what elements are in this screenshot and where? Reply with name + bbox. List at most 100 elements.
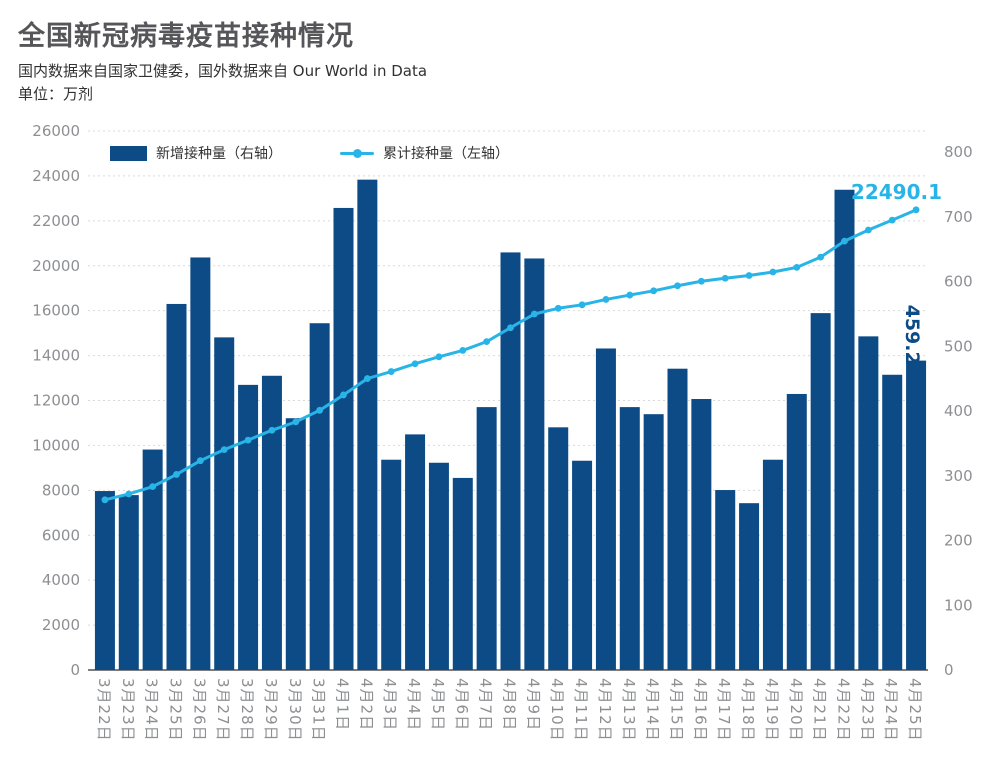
x-axis-label: 3月23日 <box>119 678 137 742</box>
left-axis-label: 16000 <box>32 302 80 320</box>
bar <box>762 459 783 670</box>
line-point <box>769 268 777 276</box>
x-axis-label: 3月30日 <box>286 678 304 742</box>
bar <box>906 360 927 670</box>
left-axis-label: 6000 <box>42 526 80 544</box>
left-axis-label: 2000 <box>42 616 80 634</box>
x-axis-label: 4月23日 <box>858 678 876 742</box>
line-point <box>483 338 491 346</box>
x-axis-label: 4月6日 <box>453 678 471 731</box>
bar <box>476 407 497 670</box>
line-point <box>101 496 109 504</box>
x-axis-label: 4月13日 <box>620 678 638 742</box>
bar <box>858 336 879 670</box>
line-point <box>530 310 538 318</box>
left-axis-label: 14000 <box>32 347 80 365</box>
line-point <box>697 277 705 285</box>
x-axis-label: 4月14日 <box>644 678 662 742</box>
bar <box>309 323 330 670</box>
chart-legend: 新增接种量（右轴） 累计接种量（左轴） <box>110 143 509 163</box>
bar <box>619 407 640 670</box>
line-end-annotation: 22490.1 <box>851 180 942 204</box>
x-axis-label: 3月22日 <box>95 678 113 742</box>
bar <box>739 503 760 670</box>
x-axis-label: 3月29日 <box>262 678 280 742</box>
right-axis-label: 500 <box>944 337 973 355</box>
line-point <box>268 426 276 434</box>
x-axis-label: 4月15日 <box>668 678 686 742</box>
x-axis-label: 3月31日 <box>310 678 328 742</box>
left-axis-label: 12000 <box>32 392 80 410</box>
bar <box>285 418 306 670</box>
x-axis-label: 4月22日 <box>835 678 853 742</box>
bar-series-swatch <box>110 145 147 161</box>
bar <box>691 399 712 670</box>
line-point <box>626 291 634 299</box>
legend-line-label: 累计接种量（左轴） <box>383 146 509 162</box>
legend-item-line: 累计接种量（左轴） <box>340 143 509 163</box>
x-axis-label: 4月16日 <box>691 678 709 742</box>
line-point <box>363 375 371 382</box>
x-axis-label: 4月7日 <box>477 678 495 731</box>
line-point <box>793 263 801 271</box>
left-axis-label: 8000 <box>42 481 80 499</box>
bar <box>882 374 903 670</box>
line-point <box>912 206 920 214</box>
line-point <box>196 457 204 465</box>
line-point <box>650 287 658 295</box>
line-point <box>841 237 848 245</box>
x-axis-label: 3月26日 <box>190 678 208 742</box>
bar <box>548 427 569 670</box>
x-axis-label: 3月24日 <box>143 678 161 742</box>
x-axis-label: 4月4日 <box>405 678 423 731</box>
x-axis-label: 4月21日 <box>811 678 829 742</box>
line-point <box>244 436 252 444</box>
x-axis-label: 4月20日 <box>787 678 805 742</box>
line-point <box>578 301 586 309</box>
line-point <box>602 296 610 303</box>
x-axis-label: 4月8日 <box>501 678 519 731</box>
x-axis-label: 4月25日 <box>906 678 924 742</box>
bar <box>667 368 688 670</box>
left-axis-label: 0 <box>70 661 80 679</box>
left-axis-label: 20000 <box>32 257 80 275</box>
x-axis-label: 4月19日 <box>763 678 781 742</box>
x-axis-label: 4月3日 <box>381 678 399 731</box>
x-axis-label: 4月10日 <box>548 678 566 742</box>
left-axis-label: 22000 <box>32 212 80 230</box>
x-axis-label: 4月11日 <box>572 678 590 742</box>
right-axis-label: 100 <box>944 596 973 614</box>
bar <box>238 384 259 670</box>
bar <box>94 491 115 670</box>
x-axis-label: 3月28日 <box>238 678 256 742</box>
line-point <box>340 391 347 399</box>
left-axis-label: 24000 <box>32 167 80 185</box>
line-point <box>173 471 180 478</box>
bar <box>142 449 163 670</box>
x-axis-label: 4月17日 <box>715 678 733 742</box>
x-axis-label: 4月2日 <box>357 678 375 731</box>
left-axis-label: 4000 <box>42 571 80 589</box>
x-axis-label: 3月27日 <box>214 678 232 742</box>
bar <box>214 337 235 670</box>
bar <box>643 414 664 670</box>
bar <box>452 477 473 670</box>
bar <box>810 313 831 670</box>
line-point <box>387 368 395 375</box>
left-axis-label: 26000 <box>32 122 80 140</box>
x-axis-label: 4月12日 <box>596 678 614 742</box>
bar <box>834 189 855 670</box>
line-point <box>411 360 419 368</box>
line-series-marker <box>340 148 374 158</box>
bar <box>595 348 616 670</box>
x-axis-label: 4月9日 <box>524 678 542 731</box>
line-point <box>674 282 681 290</box>
line-point <box>220 446 228 453</box>
unit-note: 单位：万剂 <box>18 85 94 103</box>
line-point <box>817 253 825 261</box>
x-axis-label: 4月1日 <box>334 678 352 731</box>
bar <box>786 393 807 670</box>
bar <box>357 179 378 670</box>
